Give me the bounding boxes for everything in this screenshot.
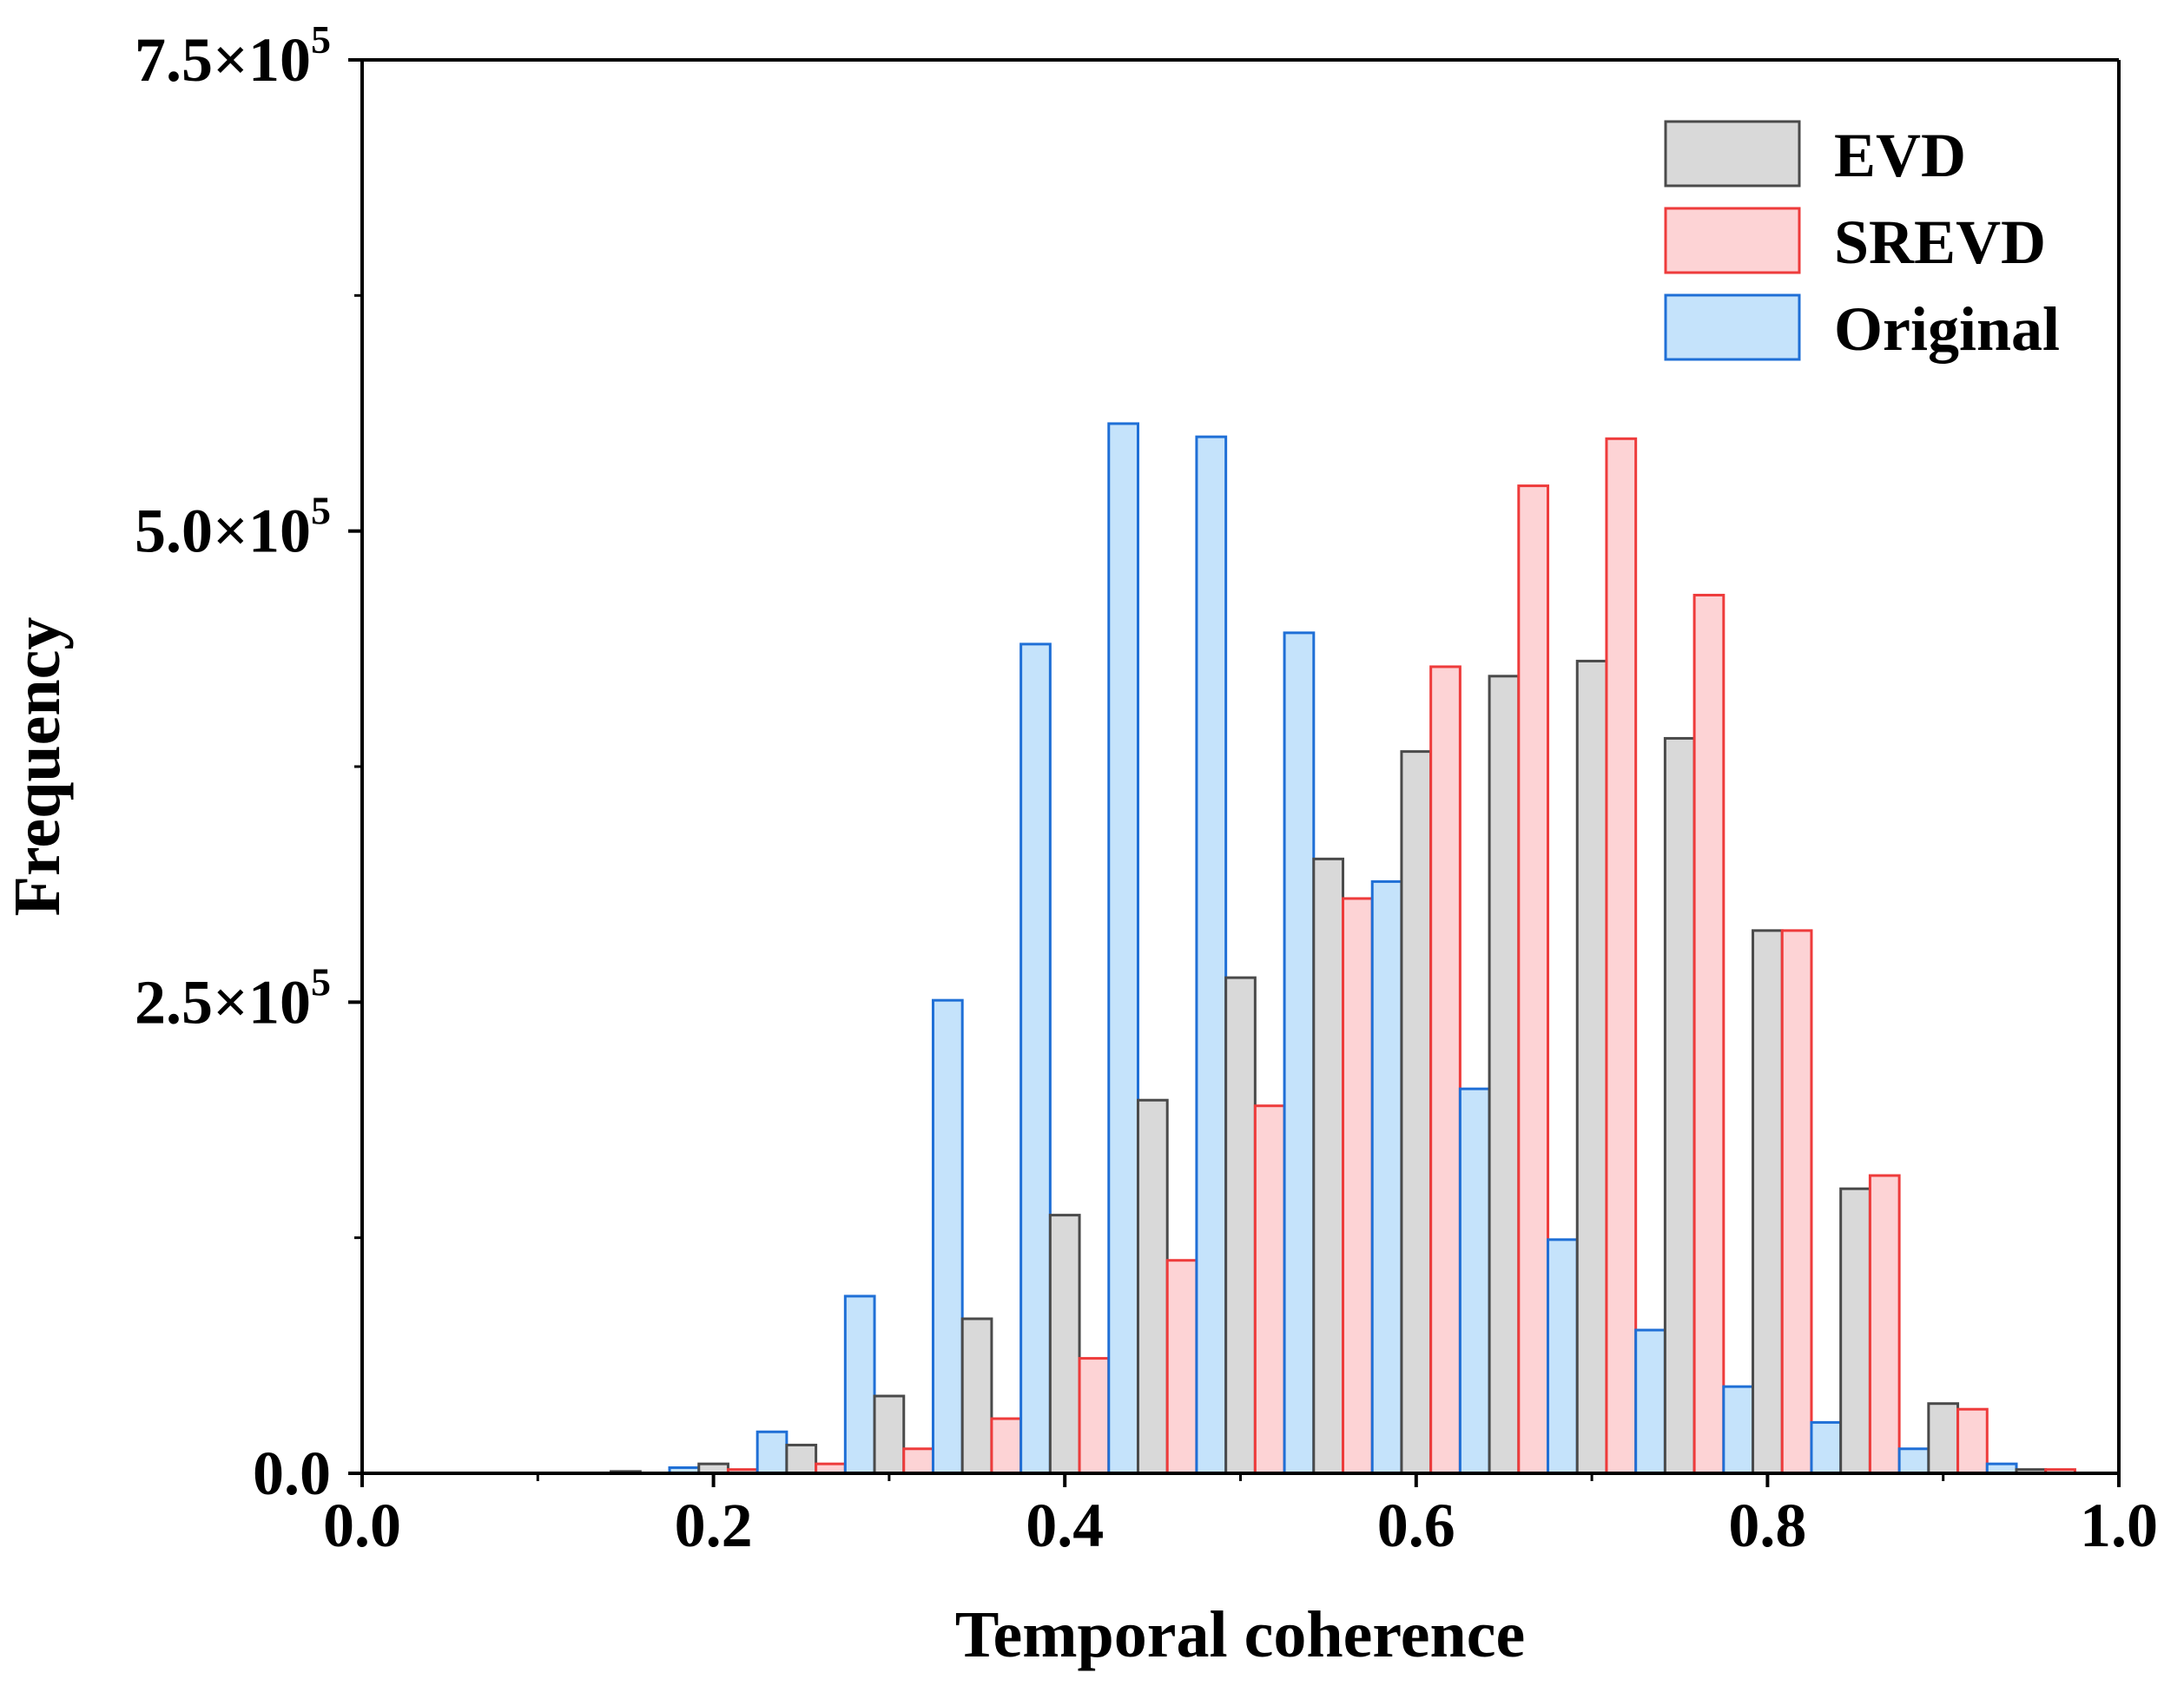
bar-original-15 — [1897, 1447, 1930, 1475]
x-ticks: 0.0 0.2 0.4 0.6 0.8 1.0 — [323, 1473, 2158, 1560]
bar-original-3 — [843, 1294, 876, 1475]
bar-original-9 — [1370, 879, 1403, 1475]
bar-srevd-12 — [1692, 593, 1725, 1475]
bar-evd-8 — [1312, 857, 1345, 1475]
bar-original-11 — [1547, 1238, 1579, 1475]
legend-swatch-original — [1664, 293, 1801, 361]
bar-srevd-5 — [1078, 1357, 1111, 1475]
x-tick-label: 0.2 — [675, 1491, 753, 1560]
bar-original-13 — [1722, 1385, 1755, 1475]
bar-original-12 — [1634, 1328, 1666, 1475]
bar-original-8 — [1283, 631, 1316, 1475]
bar-original-5 — [1019, 642, 1052, 1475]
legend-swatch-evd — [1664, 120, 1801, 188]
bar-srevd-10 — [1517, 484, 1550, 1475]
bar-original-10 — [1458, 1087, 1491, 1475]
legend-swatch-srevd — [1664, 207, 1801, 274]
bar-evd-13 — [1752, 929, 1784, 1475]
y-axis-label: Frequency — [1, 617, 74, 917]
bar-srevd-8 — [1342, 897, 1374, 1475]
x-tick-label: 0.4 — [1026, 1491, 1104, 1560]
legend-label-evd: EVD — [1834, 121, 1966, 190]
bars-layer — [610, 422, 2076, 1475]
bar-evd-9 — [1400, 750, 1433, 1475]
x-tick-label: 1.0 — [2080, 1491, 2158, 1560]
bar-evd-4 — [960, 1317, 993, 1475]
y-tick-label: 5.0×105 — [135, 489, 331, 566]
bar-evd-3 — [873, 1394, 906, 1475]
y-tick-label: 0.0 — [253, 1439, 331, 1508]
bar-srevd-4 — [990, 1417, 1023, 1475]
bar-evd-5 — [1048, 1214, 1081, 1475]
legend-label-srevd: SREVD — [1834, 207, 2046, 277]
bar-srevd-9 — [1429, 665, 1461, 1475]
legend: EVD SREVD Original — [1664, 120, 2060, 364]
x-axis-label: Temporal coherence — [955, 1598, 1525, 1671]
bar-srevd-13 — [1780, 929, 1813, 1475]
x-tick-label: 0.0 — [323, 1491, 401, 1560]
x-tick-label: 0.6 — [1377, 1491, 1455, 1560]
bar-original-4 — [931, 998, 964, 1475]
bar-srevd-7 — [1253, 1104, 1286, 1475]
bar-original-6 — [1107, 422, 1140, 1475]
y-tick-label: 2.5×105 — [135, 959, 331, 1037]
bar-evd-2 — [785, 1443, 818, 1475]
y-tick-label: 7.5×105 — [135, 17, 331, 95]
bar-evd-10 — [1488, 675, 1521, 1475]
bar-evd-7 — [1224, 976, 1257, 1475]
bar-srevd-11 — [1605, 437, 1638, 1475]
y-ticks: 0.0 2.5×105 5.0×105 7.5×105 — [135, 17, 362, 1508]
bar-evd-15 — [1927, 1402, 1960, 1475]
bar-srevd-14 — [1868, 1174, 1901, 1475]
bar-srevd-6 — [1165, 1259, 1198, 1475]
bar-evd-12 — [1663, 736, 1696, 1475]
legend-label-original: Original — [1834, 294, 2060, 364]
bar-original-2 — [755, 1430, 788, 1475]
bar-original-14 — [1810, 1420, 1843, 1475]
bar-evd-11 — [1575, 659, 1608, 1475]
bar-srevd-3 — [902, 1447, 934, 1475]
bar-srevd-15 — [1956, 1407, 1989, 1475]
bar-original-7 — [1195, 435, 1228, 1475]
x-tick-label: 0.8 — [1728, 1491, 1806, 1560]
bar-evd-14 — [1839, 1187, 1871, 1475]
bar-evd-6 — [1136, 1098, 1169, 1475]
